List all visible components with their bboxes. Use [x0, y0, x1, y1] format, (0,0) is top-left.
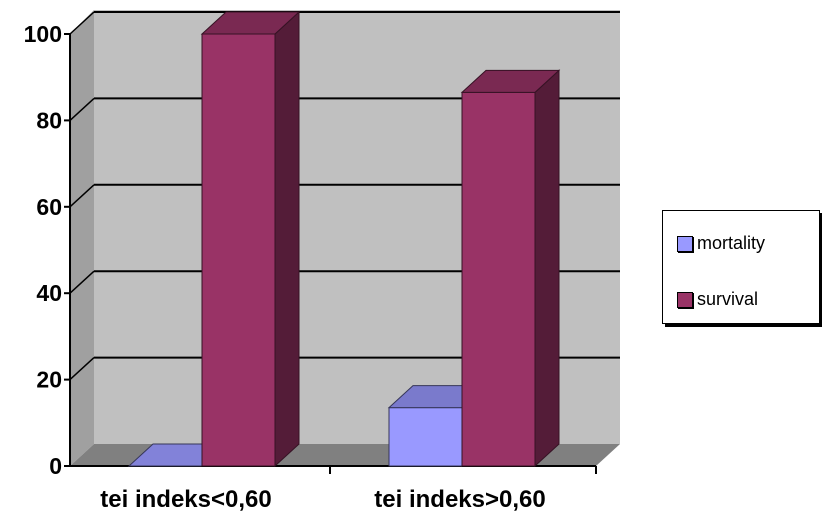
bars	[127, 10, 561, 468]
gridline-side	[69, 270, 95, 294]
y-tick-label: 60	[36, 194, 62, 220]
legend-swatch-survival	[677, 291, 693, 308]
legend-item-mortality: mortality	[677, 233, 765, 254]
legend-item-survival: survival	[677, 289, 758, 310]
side-wall	[70, 10, 94, 466]
gridline-side	[69, 11, 95, 35]
y-tick-label: 40	[36, 280, 62, 306]
legend-swatch-mortality	[677, 235, 693, 252]
y-axis-ticks: 0 20 40 60 80 100	[24, 21, 70, 479]
gridline-side	[69, 97, 95, 121]
y-tick-label: 80	[36, 107, 62, 133]
legend: mortality survival	[662, 210, 820, 324]
x-tick-label: tei indeks>0,60	[374, 486, 545, 513]
legend-label-mortality: mortality	[697, 233, 766, 253]
y-tick-label: 20	[36, 367, 62, 393]
y-tick-label: 100	[24, 21, 62, 47]
bar-survival-1	[460, 69, 561, 468]
gridline-side	[69, 184, 95, 208]
bar-survival-0	[200, 10, 301, 468]
x-tick-label: tei indeks<0,60	[100, 486, 271, 513]
gridline-side	[69, 357, 95, 381]
y-tick-label: 0	[49, 453, 62, 479]
x-axis-ticks: tei indeks<0,60 tei indeks>0,60	[100, 466, 597, 513]
legend-label-survival: survival	[697, 289, 759, 309]
